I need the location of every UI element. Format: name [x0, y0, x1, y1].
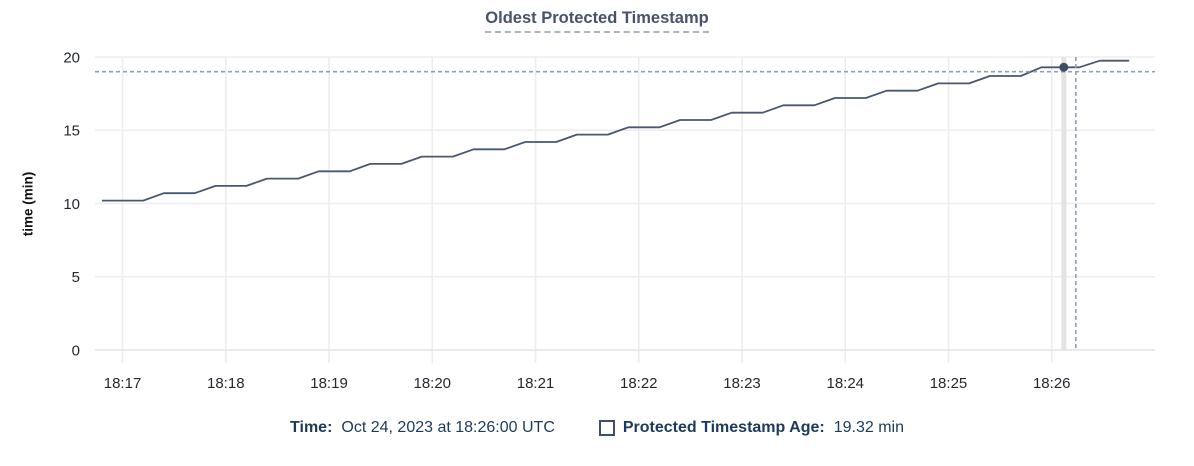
- x-tick-label: 18:22: [620, 375, 658, 392]
- x-tick-label: 18:21: [517, 375, 555, 392]
- x-tick-label: 18:24: [826, 375, 864, 392]
- x-tick-label: 18:19: [310, 375, 348, 392]
- chart-title-row: Oldest Protected Timestamp: [0, 9, 1194, 33]
- legend-time-value: Oct 24, 2023 at 18:26:00 UTC: [341, 419, 555, 436]
- y-tick-label: 5: [72, 269, 80, 286]
- y-tick-label: 0: [72, 342, 80, 359]
- chart-legend: Time: Oct 24, 2023 at 18:26:00 UTC Prote…: [0, 419, 1194, 437]
- hover-point-dot: [1059, 62, 1069, 72]
- x-tick-label: 18:20: [413, 375, 451, 392]
- x-tick-label: 18:18: [207, 375, 245, 392]
- legend-time-label: Time:: [290, 419, 333, 436]
- y-tick-label: 10: [63, 196, 80, 213]
- y-tick-label: 20: [63, 49, 80, 66]
- chart-title[interactable]: Oldest Protected Timestamp: [485, 9, 709, 33]
- series-checkbox-icon[interactable]: [598, 420, 615, 436]
- legend-series-toggle[interactable]: Protected Timestamp Age: 19.32 min: [598, 419, 904, 437]
- series-line: [101, 59, 1130, 202]
- y-tick-label: 15: [63, 123, 80, 140]
- x-tick-label: 18:17: [104, 375, 142, 392]
- chart-plot-area[interactable]: 18:17 18:18 18:19 18:20 18:21 18:22 18:23 18:24…: [0, 0, 1194, 402]
- legend-series-value: 19.32 min: [833, 419, 904, 436]
- legend-series-label: Protected Timestamp Age:: [622, 419, 825, 436]
- x-tick-label: 18:25: [930, 375, 968, 392]
- x-tick-label: 18:26: [1033, 375, 1071, 392]
- x-tick-label: 18:23: [723, 375, 761, 392]
